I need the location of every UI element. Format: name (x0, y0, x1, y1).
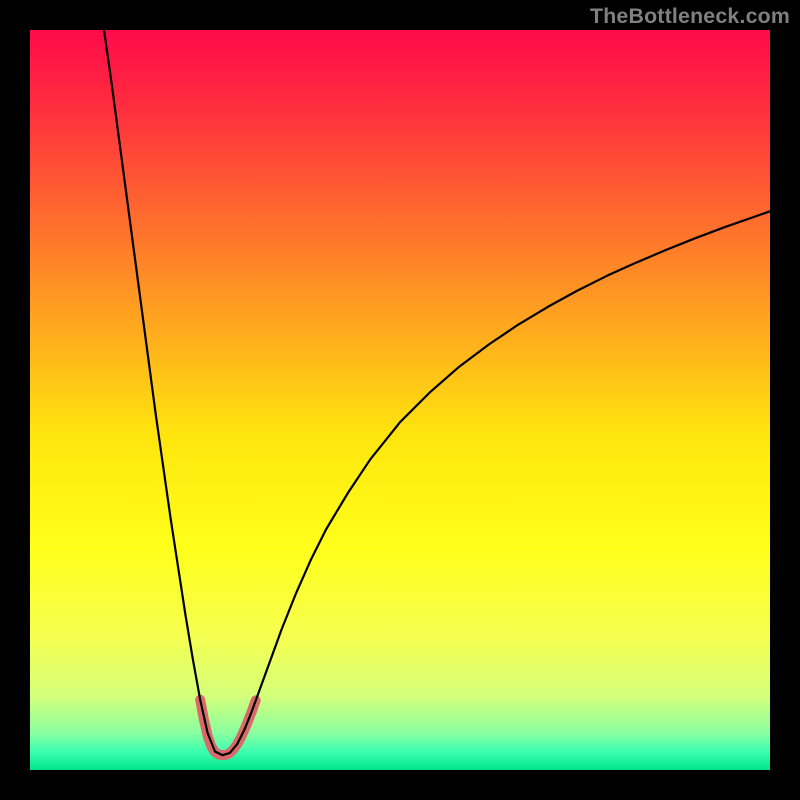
watermark-text: TheBottleneck.com (590, 4, 790, 29)
plot-curves (30, 30, 770, 770)
chart-frame: TheBottleneck.com (0, 0, 800, 800)
optimal-region-marker (200, 700, 256, 756)
plot-area (30, 30, 770, 770)
bottleneck-curve (104, 30, 770, 755)
